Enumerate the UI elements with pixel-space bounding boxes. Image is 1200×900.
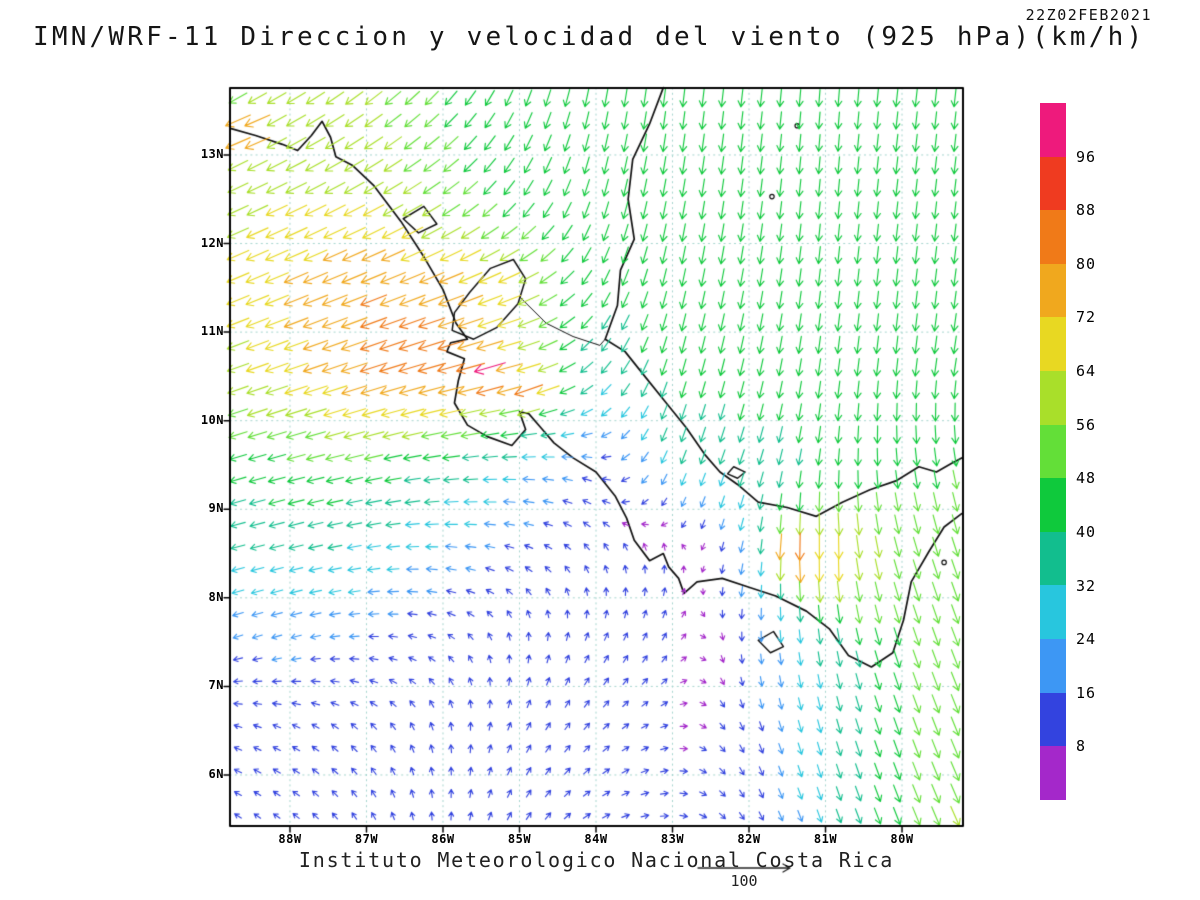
colorbar-tick-label: 32 bbox=[1076, 576, 1097, 595]
lon-tick-label: 85W bbox=[507, 832, 532, 846]
lon-tick-label: 83W bbox=[660, 832, 685, 846]
colorbar-segment bbox=[1040, 746, 1066, 800]
colorbar-tick-label: 96 bbox=[1076, 147, 1097, 166]
lon-tick-label: 82W bbox=[737, 832, 761, 846]
lat-tick-label: 12N bbox=[200, 235, 224, 250]
colorbar-segment bbox=[1040, 210, 1066, 264]
lon-tick-label: 81W bbox=[813, 832, 838, 846]
lat-tick-label: 11N bbox=[200, 324, 224, 339]
credit-text: Instituto Meteorologico Nacional Costa R… bbox=[298, 848, 895, 872]
colorbar-segment bbox=[1040, 317, 1066, 372]
lat-tick-label: 7N bbox=[208, 678, 224, 693]
colorbar-tick-label: 64 bbox=[1076, 362, 1097, 381]
colorbar-tick-label: 56 bbox=[1076, 415, 1097, 434]
lon-tick-label: 80W bbox=[890, 832, 914, 846]
colorbar-tick-label: 16 bbox=[1076, 683, 1097, 702]
colorbar-segment bbox=[1040, 478, 1066, 532]
colorbar-segment bbox=[1040, 585, 1066, 640]
colorbar-segment bbox=[1040, 692, 1066, 747]
colorbar-tick-label: 24 bbox=[1076, 630, 1097, 649]
lat-tick-label: 9N bbox=[208, 501, 224, 516]
colorbar-segment bbox=[1040, 371, 1066, 425]
colorbar-tick-label: 72 bbox=[1076, 308, 1097, 327]
lon-tick-label: 88W bbox=[278, 832, 302, 846]
lat-tick-label: 8N bbox=[208, 589, 224, 604]
valid-time-label: 22Z02FEB2021 bbox=[1025, 6, 1152, 24]
lon-tick-label: 86W bbox=[431, 832, 455, 846]
reference-vector-label: 100 bbox=[730, 872, 758, 890]
lat-tick-label: 6N bbox=[208, 766, 224, 781]
colorbar-segment bbox=[1040, 263, 1066, 318]
colorbar bbox=[1040, 103, 1066, 800]
lat-tick-label: 10N bbox=[200, 412, 224, 427]
colorbar-tick-label: 80 bbox=[1076, 254, 1097, 273]
page-title: IMN/WRF-11 Direccion y velocidad del vie… bbox=[33, 22, 1146, 52]
colorbar-tick-label: 40 bbox=[1076, 522, 1097, 541]
colorbar-tick-label: 88 bbox=[1076, 201, 1097, 220]
lat-tick-label: 13N bbox=[200, 146, 224, 161]
colorbar-segment bbox=[1040, 424, 1066, 479]
colorbar-tick-label: 8 bbox=[1076, 737, 1087, 756]
colorbar-segment bbox=[1040, 639, 1066, 693]
lon-tick-label: 87W bbox=[354, 832, 379, 846]
lon-tick-label: 84W bbox=[584, 832, 608, 846]
colorbar-segment bbox=[1040, 156, 1066, 211]
colorbar-tick-label: 48 bbox=[1076, 469, 1097, 488]
colorbar-segment bbox=[1040, 103, 1066, 157]
colorbar-segment bbox=[1040, 531, 1066, 586]
